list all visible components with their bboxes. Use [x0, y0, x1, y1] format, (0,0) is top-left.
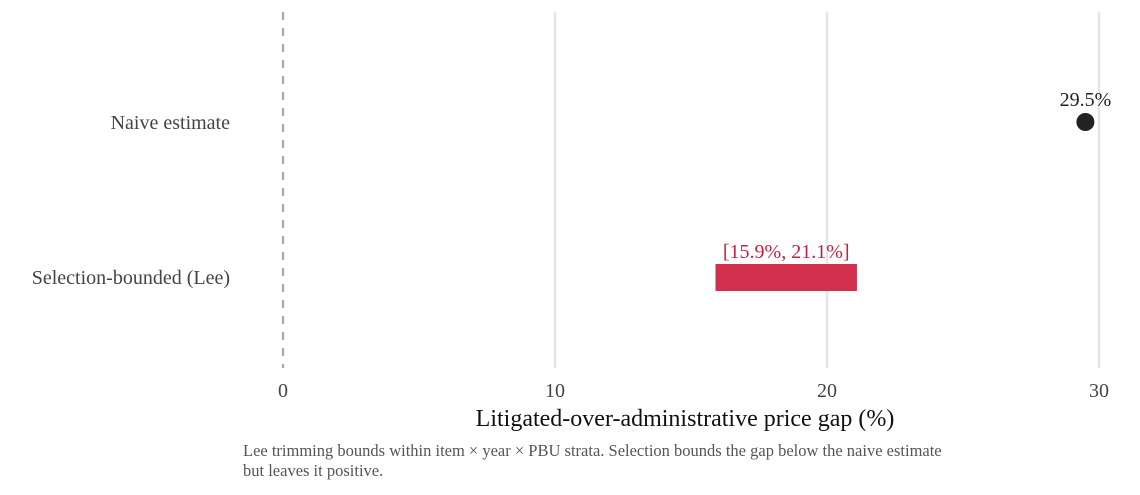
- point-label: 29.5%: [1060, 89, 1112, 111]
- chart: 29.5% [15.9%, 21.1%] Naive estimate Select…: [32, 12, 1111, 432]
- marks: 29.5% [15.9%, 21.1%]: [715, 89, 1111, 291]
- chart-caption: Lee trimming bounds within item × year ×…: [243, 441, 942, 480]
- category-label: Naive estimate: [111, 112, 231, 134]
- category-label: Selection-bounded (Lee): [32, 267, 230, 289]
- x-tick-label: 10: [545, 380, 565, 402]
- x-tick-label: 0: [278, 380, 288, 402]
- interval-bar: [715, 264, 857, 291]
- interval-label: [15.9%, 21.1%]: [723, 241, 850, 263]
- category-labels: Naive estimate Selection-bounded (Lee): [32, 112, 230, 289]
- x-tick-label: 30: [1089, 380, 1109, 402]
- x-tick-label: 20: [817, 380, 837, 402]
- tick-labels: 0 10 20 30: [278, 380, 1109, 402]
- point-estimate: [1076, 113, 1095, 131]
- x-axis-label: Litigated-over-administrative price gap …: [476, 406, 895, 432]
- gridlines: [553, 12, 1101, 368]
